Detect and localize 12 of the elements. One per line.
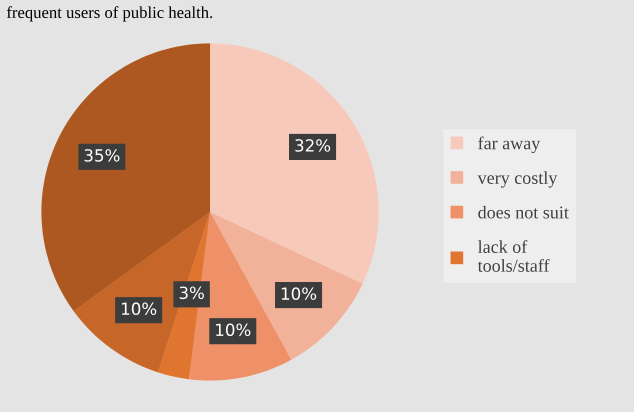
data-label: 10%: [122, 302, 156, 316]
data-label: 32%: [295, 139, 330, 152]
data-label: 10%: [282, 287, 316, 300]
legend-label: very costly: [478, 171, 558, 188]
pie-slice: [210, 43, 379, 284]
data-label: 10%: [216, 323, 250, 336]
legend-label: does not suit: [478, 206, 569, 219]
legend-label: far away: [478, 136, 540, 154]
data-label: 3%: [180, 286, 204, 300]
chart-title: frequent users of public health.: [6, 6, 212, 22]
legend-label: lack of tools/staff: [478, 240, 550, 272]
data-label: 35%: [84, 149, 120, 162]
